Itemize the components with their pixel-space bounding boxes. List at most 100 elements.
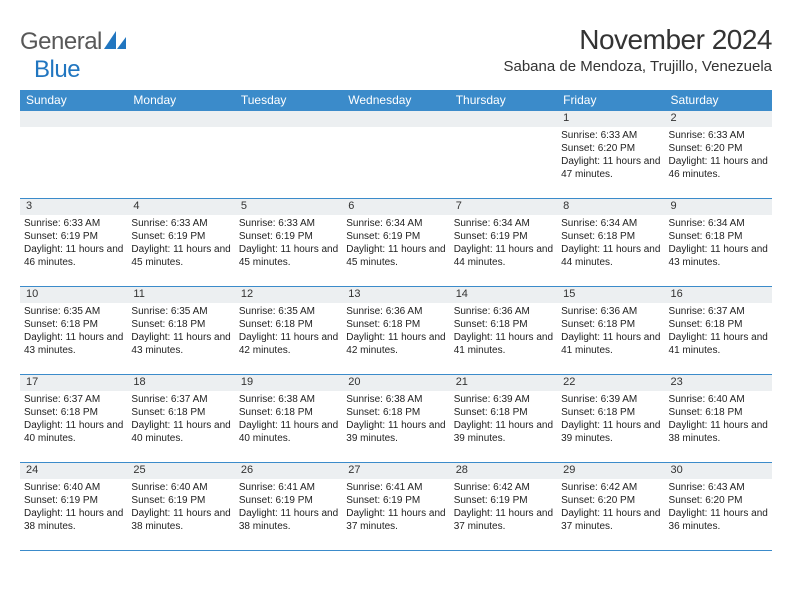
day-header-cell: Tuesday bbox=[235, 90, 342, 111]
day-number: 5 bbox=[235, 199, 342, 215]
day-header-cell: Wednesday bbox=[342, 90, 449, 111]
day-number: 28 bbox=[450, 463, 557, 479]
calendar-week-row: 1Sunrise: 6:33 AMSunset: 6:20 PMDaylight… bbox=[20, 111, 772, 199]
calendar-cell: 29Sunrise: 6:42 AMSunset: 6:20 PMDayligh… bbox=[557, 463, 664, 551]
day-details: Sunrise: 6:42 AMSunset: 6:20 PMDaylight:… bbox=[557, 479, 664, 535]
day-number: 4 bbox=[127, 199, 234, 215]
day-number bbox=[450, 111, 557, 127]
calendar-cell: 28Sunrise: 6:42 AMSunset: 6:19 PMDayligh… bbox=[450, 463, 557, 551]
day-details: Sunrise: 6:40 AMSunset: 6:18 PMDaylight:… bbox=[665, 391, 772, 447]
day-header-cell: Saturday bbox=[665, 90, 772, 111]
calendar-cell: 30Sunrise: 6:43 AMSunset: 6:20 PMDayligh… bbox=[665, 463, 772, 551]
calendar-cell: 14Sunrise: 6:36 AMSunset: 6:18 PMDayligh… bbox=[450, 287, 557, 375]
day-number: 29 bbox=[557, 463, 664, 479]
calendar-cell: 2Sunrise: 6:33 AMSunset: 6:20 PMDaylight… bbox=[665, 111, 772, 199]
day-number: 2 bbox=[665, 111, 772, 127]
day-number: 7 bbox=[450, 199, 557, 215]
calendar-week-row: 17Sunrise: 6:37 AMSunset: 6:18 PMDayligh… bbox=[20, 375, 772, 463]
day-number: 19 bbox=[235, 375, 342, 391]
day-number: 3 bbox=[20, 199, 127, 215]
day-number: 15 bbox=[557, 287, 664, 303]
calendar-cell: 20Sunrise: 6:38 AMSunset: 6:18 PMDayligh… bbox=[342, 375, 449, 463]
day-details: Sunrise: 6:34 AMSunset: 6:18 PMDaylight:… bbox=[665, 215, 772, 271]
calendar-cell bbox=[342, 111, 449, 199]
calendar-cell: 22Sunrise: 6:39 AMSunset: 6:18 PMDayligh… bbox=[557, 375, 664, 463]
day-details: Sunrise: 6:35 AMSunset: 6:18 PMDaylight:… bbox=[127, 303, 234, 359]
calendar-cell: 23Sunrise: 6:40 AMSunset: 6:18 PMDayligh… bbox=[665, 375, 772, 463]
day-details: Sunrise: 6:36 AMSunset: 6:18 PMDaylight:… bbox=[342, 303, 449, 359]
day-number: 6 bbox=[342, 199, 449, 215]
day-number: 12 bbox=[235, 287, 342, 303]
day-number: 20 bbox=[342, 375, 449, 391]
day-header-cell: Monday bbox=[127, 90, 234, 111]
day-number: 13 bbox=[342, 287, 449, 303]
calendar-cell: 21Sunrise: 6:39 AMSunset: 6:18 PMDayligh… bbox=[450, 375, 557, 463]
calendar-cell: 8Sunrise: 6:34 AMSunset: 6:18 PMDaylight… bbox=[557, 199, 664, 287]
day-number: 23 bbox=[665, 375, 772, 391]
day-number: 10 bbox=[20, 287, 127, 303]
day-header-cell: Thursday bbox=[450, 90, 557, 111]
day-number: 25 bbox=[127, 463, 234, 479]
day-number: 24 bbox=[20, 463, 127, 479]
day-number: 26 bbox=[235, 463, 342, 479]
day-number: 18 bbox=[127, 375, 234, 391]
calendar-cell: 12Sunrise: 6:35 AMSunset: 6:18 PMDayligh… bbox=[235, 287, 342, 375]
day-details: Sunrise: 6:33 AMSunset: 6:19 PMDaylight:… bbox=[20, 215, 127, 271]
day-number: 1 bbox=[557, 111, 664, 127]
calendar-cell: 9Sunrise: 6:34 AMSunset: 6:18 PMDaylight… bbox=[665, 199, 772, 287]
calendar-cell bbox=[450, 111, 557, 199]
calendar-cell: 5Sunrise: 6:33 AMSunset: 6:19 PMDaylight… bbox=[235, 199, 342, 287]
day-number: 11 bbox=[127, 287, 234, 303]
day-details: Sunrise: 6:40 AMSunset: 6:19 PMDaylight:… bbox=[127, 479, 234, 535]
location: Sabana de Mendoza, Trujillo, Venezuela bbox=[503, 58, 772, 75]
page-title: November 2024 bbox=[503, 24, 772, 56]
calendar-cell: 15Sunrise: 6:36 AMSunset: 6:18 PMDayligh… bbox=[557, 287, 664, 375]
calendar-cell: 13Sunrise: 6:36 AMSunset: 6:18 PMDayligh… bbox=[342, 287, 449, 375]
day-number: 27 bbox=[342, 463, 449, 479]
calendar-cell: 19Sunrise: 6:38 AMSunset: 6:18 PMDayligh… bbox=[235, 375, 342, 463]
day-details: Sunrise: 6:34 AMSunset: 6:19 PMDaylight:… bbox=[450, 215, 557, 271]
day-details: Sunrise: 6:40 AMSunset: 6:19 PMDaylight:… bbox=[20, 479, 127, 535]
calendar-table: SundayMondayTuesdayWednesdayThursdayFrid… bbox=[20, 90, 772, 551]
calendar-cell bbox=[20, 111, 127, 199]
calendar-cell: 3Sunrise: 6:33 AMSunset: 6:19 PMDaylight… bbox=[20, 199, 127, 287]
header: General Blue November 2024 Sabana de Men… bbox=[20, 24, 772, 84]
calendar-week-row: 3Sunrise: 6:33 AMSunset: 6:19 PMDaylight… bbox=[20, 199, 772, 287]
day-details: Sunrise: 6:41 AMSunset: 6:19 PMDaylight:… bbox=[235, 479, 342, 535]
logo-sail-icon bbox=[104, 31, 126, 49]
day-details: Sunrise: 6:34 AMSunset: 6:18 PMDaylight:… bbox=[557, 215, 664, 271]
logo: General Blue bbox=[20, 24, 126, 84]
calendar-cell: 17Sunrise: 6:37 AMSunset: 6:18 PMDayligh… bbox=[20, 375, 127, 463]
day-details: Sunrise: 6:36 AMSunset: 6:18 PMDaylight:… bbox=[450, 303, 557, 359]
logo-text-blue: Blue bbox=[34, 56, 80, 84]
day-number: 9 bbox=[665, 199, 772, 215]
calendar-week-row: 10Sunrise: 6:35 AMSunset: 6:18 PMDayligh… bbox=[20, 287, 772, 375]
day-details: Sunrise: 6:33 AMSunset: 6:19 PMDaylight:… bbox=[235, 215, 342, 271]
day-details: Sunrise: 6:41 AMSunset: 6:19 PMDaylight:… bbox=[342, 479, 449, 535]
day-number: 14 bbox=[450, 287, 557, 303]
calendar-cell: 24Sunrise: 6:40 AMSunset: 6:19 PMDayligh… bbox=[20, 463, 127, 551]
day-number: 22 bbox=[557, 375, 664, 391]
day-number: 21 bbox=[450, 375, 557, 391]
calendar-cell: 16Sunrise: 6:37 AMSunset: 6:18 PMDayligh… bbox=[665, 287, 772, 375]
calendar-cell: 4Sunrise: 6:33 AMSunset: 6:19 PMDaylight… bbox=[127, 199, 234, 287]
calendar-week-row: 24Sunrise: 6:40 AMSunset: 6:19 PMDayligh… bbox=[20, 463, 772, 551]
calendar-cell: 7Sunrise: 6:34 AMSunset: 6:19 PMDaylight… bbox=[450, 199, 557, 287]
day-header-cell: Friday bbox=[557, 90, 664, 111]
calendar-cell bbox=[235, 111, 342, 199]
calendar-cell: 10Sunrise: 6:35 AMSunset: 6:18 PMDayligh… bbox=[20, 287, 127, 375]
day-details: Sunrise: 6:35 AMSunset: 6:18 PMDaylight:… bbox=[20, 303, 127, 359]
day-details: Sunrise: 6:36 AMSunset: 6:18 PMDaylight:… bbox=[557, 303, 664, 359]
day-details: Sunrise: 6:37 AMSunset: 6:18 PMDaylight:… bbox=[20, 391, 127, 447]
day-details: Sunrise: 6:34 AMSunset: 6:19 PMDaylight:… bbox=[342, 215, 449, 271]
day-number: 16 bbox=[665, 287, 772, 303]
logo-text-general: General bbox=[20, 28, 102, 56]
calendar-cell: 6Sunrise: 6:34 AMSunset: 6:19 PMDaylight… bbox=[342, 199, 449, 287]
day-number: 30 bbox=[665, 463, 772, 479]
day-details: Sunrise: 6:42 AMSunset: 6:19 PMDaylight:… bbox=[450, 479, 557, 535]
day-header-cell: Sunday bbox=[20, 90, 127, 111]
calendar-cell: 25Sunrise: 6:40 AMSunset: 6:19 PMDayligh… bbox=[127, 463, 234, 551]
day-details: Sunrise: 6:39 AMSunset: 6:18 PMDaylight:… bbox=[557, 391, 664, 447]
day-details: Sunrise: 6:37 AMSunset: 6:18 PMDaylight:… bbox=[127, 391, 234, 447]
calendar-cell: 26Sunrise: 6:41 AMSunset: 6:19 PMDayligh… bbox=[235, 463, 342, 551]
